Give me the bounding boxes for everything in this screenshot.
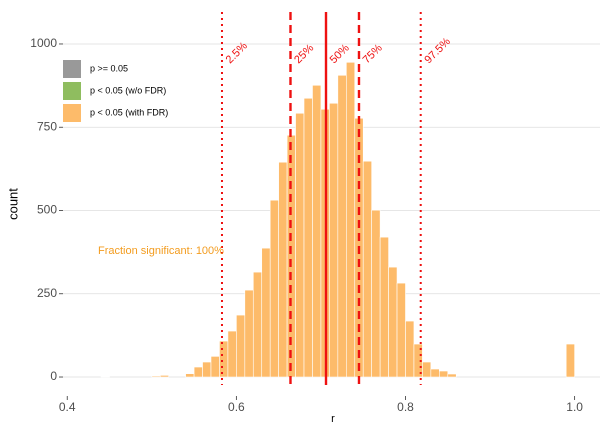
bar: [337, 74, 347, 378]
bar: [362, 160, 372, 378]
percentile-label: 25%: [292, 42, 316, 66]
bar: [219, 340, 229, 378]
bar: [447, 373, 457, 378]
bar: [244, 289, 254, 378]
bar: [312, 84, 322, 378]
legend-swatch: [63, 82, 81, 100]
annotation: Fraction significant: 100%: [98, 245, 224, 257]
legend-swatch: [63, 104, 81, 122]
bar: [202, 361, 212, 378]
bar: [269, 199, 279, 378]
bar: [396, 282, 406, 378]
y-tick-label: 500: [37, 203, 57, 217]
bar: [430, 368, 440, 378]
bar: [345, 61, 356, 378]
bar: [185, 373, 195, 378]
bar: [261, 247, 271, 378]
y-tick-label: 1000: [30, 36, 57, 50]
bar: [379, 236, 389, 378]
bar: [252, 271, 263, 378]
legend-label: p >= 0.05: [90, 63, 128, 73]
bar: [278, 161, 288, 378]
bar: [303, 97, 313, 378]
percentile-label: 97.5%: [422, 35, 453, 66]
bar: [439, 370, 449, 378]
bar: [210, 356, 220, 378]
bar: [565, 343, 575, 378]
x-tick-label: 0.6: [228, 400, 245, 414]
bar: [227, 330, 237, 378]
bar: [413, 343, 423, 378]
bar: [236, 314, 246, 378]
y-tick-label: 250: [37, 286, 57, 300]
percentile-label: 75%: [361, 42, 385, 66]
bar: [405, 320, 415, 378]
bar: [159, 375, 170, 378]
x-axis-title: r: [331, 413, 335, 425]
bar: [329, 102, 339, 378]
y-tick-label: 750: [37, 119, 57, 133]
bar: [151, 375, 161, 378]
legend-label: p < 0.05 (with FDR): [90, 107, 168, 117]
bar: [388, 266, 398, 378]
x-tick-label: 0.8: [397, 400, 414, 414]
bar: [295, 112, 305, 378]
y-tick-label: 0: [50, 369, 57, 383]
legend-swatch: [63, 60, 81, 78]
bar: [422, 361, 432, 378]
x-tick-label: 0.4: [59, 400, 76, 414]
bar: [193, 366, 203, 378]
x-tick-label: 1.0: [566, 400, 583, 414]
y-axis-title: count: [5, 188, 20, 220]
legend-label: p < 0.05 (w/o FDR): [90, 85, 166, 95]
bar: [371, 209, 381, 378]
